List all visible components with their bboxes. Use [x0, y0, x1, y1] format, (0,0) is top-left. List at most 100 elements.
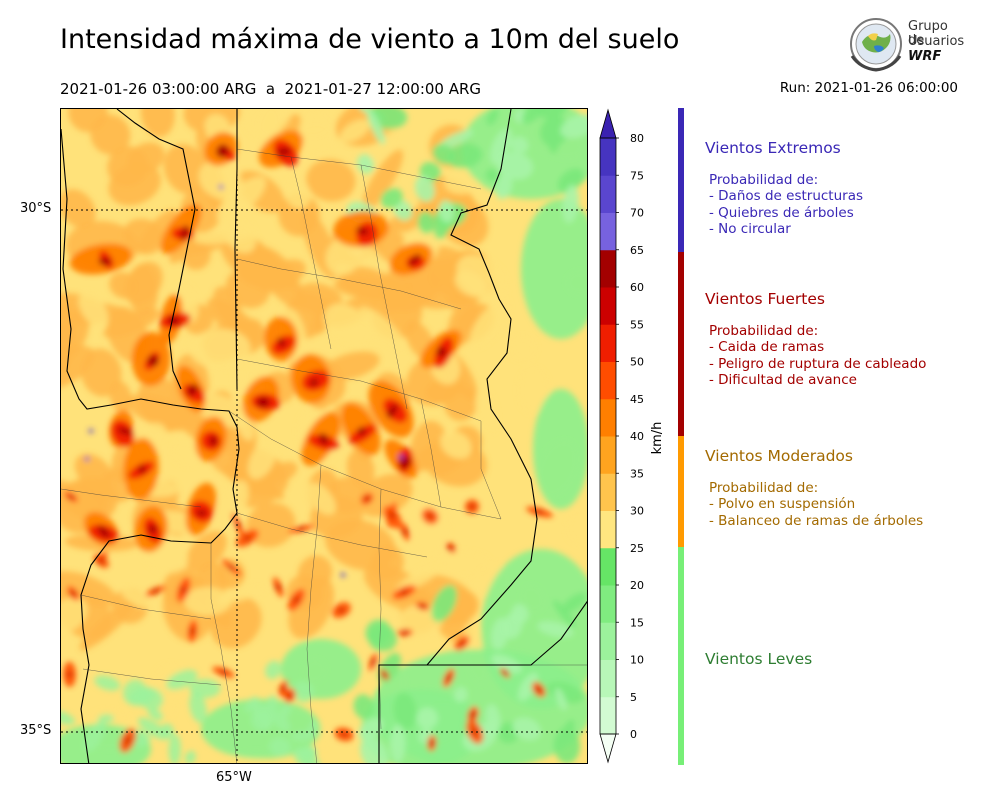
category-bar-extremos: [678, 108, 684, 252]
bolivia-paraguay-border: [116, 109, 196, 390]
wind-field-patch: [198, 160, 244, 201]
logo-line-1: Grupo de: [908, 19, 948, 48]
wind-field-patch: [546, 118, 560, 154]
wind-field-patch: [61, 477, 109, 515]
colorbar: 0 5 10 15 20 25 30 35 40 45 50 55 60 65 70 75 80 km/h: [597, 108, 677, 768]
wind-field-patch: [360, 736, 389, 763]
colorbar-tick-label: 15: [630, 616, 644, 629]
wind-field-patch: [215, 480, 249, 531]
wind-field-patch: [381, 672, 388, 677]
category-desc-line: - Peligro de ruptura de cableado: [709, 355, 927, 372]
colorbar-cell: [600, 547, 616, 586]
wind-field-patch: [535, 687, 542, 692]
wind-field-patch: [370, 660, 377, 665]
wind-field-patch: [166, 669, 198, 690]
wind-field-patch: [557, 168, 584, 193]
wind-field-patch: [553, 727, 581, 763]
colorbar-cell: [600, 175, 616, 213]
colorbar-under-extension: [599, 733, 617, 764]
wind-field-patch: [78, 292, 109, 328]
wind-field-patch: [357, 427, 366, 436]
wind-field-patch: [339, 119, 371, 143]
wind-field-patch: [414, 175, 435, 202]
wind-field-patch: [209, 435, 218, 447]
wind-field-patch: [140, 109, 175, 138]
wind-field-patch: [275, 585, 282, 590]
colorbar-tick-label: 70: [630, 207, 644, 220]
lon-label-65w: 65°W: [216, 770, 252, 785]
colorbar-tick-label: 25: [630, 542, 644, 555]
wind-field-patch: [432, 143, 456, 165]
colorbar-tick-label: 35: [630, 467, 644, 480]
colorbar-cell: [600, 659, 616, 698]
category-desc-line: Probabilidad de:: [709, 323, 819, 339]
colorbar-tick-label: 30: [630, 505, 644, 518]
category-desc-line: - No circular: [709, 220, 791, 237]
wind-field-patch: [252, 700, 273, 730]
wind-field-patch: [386, 404, 398, 419]
wind-field-patch: [471, 729, 478, 734]
category-title-extremos: Vientos Extremos: [705, 139, 841, 157]
wind-field-patch: [173, 440, 200, 466]
wind-field-patch: [536, 510, 543, 515]
category-title-fuertes: Vientos Fuertes: [705, 290, 825, 308]
wind-field-patch: [358, 717, 384, 741]
logo-line-3: WRF: [908, 49, 942, 64]
wind-field-patch: [434, 551, 491, 575]
wind-field-patch: [90, 114, 131, 155]
wind-field-patch: [245, 109, 281, 137]
wind-field-patch: [436, 346, 447, 357]
wind-field-patch: [395, 561, 445, 594]
colorbar-unit: km/h: [650, 422, 665, 455]
chile-argentina-border: [61, 128, 240, 763]
wind-field-patch: [561, 592, 587, 613]
wind-field-patch: [440, 430, 472, 459]
wind-field-patch: [299, 123, 330, 137]
wind-field-patch: [417, 211, 435, 234]
wind-field-patch: [286, 693, 293, 698]
wind-field-patch: [189, 679, 221, 699]
wind-field-patch: [185, 530, 227, 573]
wind-field-patch: [189, 691, 207, 723]
category-desc-line: - Polvo en suspensión: [709, 496, 856, 513]
wind-field-patch: [469, 712, 476, 717]
wind-field-patch: [244, 696, 259, 713]
wind-field-patch: [269, 737, 291, 757]
wind-field-patch: [555, 687, 567, 711]
wind-field-patch: [535, 109, 560, 119]
wind-field-patch: [97, 714, 115, 723]
graticule: [61, 109, 587, 763]
wind-field-patch: [98, 257, 112, 266]
wind-field-patch: [163, 144, 208, 195]
wind-field-patch: [380, 188, 403, 209]
wind-field-patch: [98, 559, 105, 564]
logo-line-2: Usuarios: [908, 34, 965, 49]
category-desc-line: - Balanceo de ramas de árboles: [709, 512, 924, 529]
wind-field-patch: [180, 225, 189, 241]
wind-field-patch: [475, 388, 497, 433]
wind-field-patch: [425, 379, 460, 404]
grupo-usuarios-wrf-logo: Grupo de Usuarios WRF: [848, 16, 968, 74]
wind-field-patch: [369, 128, 398, 163]
category-title-moderados: Vientos Moderados: [705, 447, 853, 465]
wind-field-patch: [291, 731, 314, 742]
wind-field-patch: [427, 514, 434, 519]
wind-field-patch: [123, 679, 147, 705]
wind-field-patch: [416, 707, 438, 729]
run-time: Run: 2021-01-26 06:00:00: [779, 80, 958, 96]
wind-field-patch: [359, 306, 407, 350]
colorbar-cell: [600, 361, 616, 400]
wind-field-patch: [244, 536, 251, 541]
wind-field-patch: [228, 565, 235, 570]
wind-field-patch: [401, 630, 408, 635]
wind-field-patch: [445, 675, 452, 680]
forecast-period: 2021-01-26 03:00:00 ARG a 2021-01-27 12:…: [60, 80, 482, 98]
colorbar-cell: [600, 324, 616, 362]
wind-field-patch: [562, 184, 579, 224]
wind-field-patch: [265, 660, 282, 679]
wind-field-patch: [517, 672, 539, 701]
wind-field-patch: [306, 159, 356, 202]
wind-field-patch: [399, 456, 411, 469]
colorbar-cell: [600, 212, 616, 251]
colorbar-tick-label: 10: [630, 654, 644, 667]
